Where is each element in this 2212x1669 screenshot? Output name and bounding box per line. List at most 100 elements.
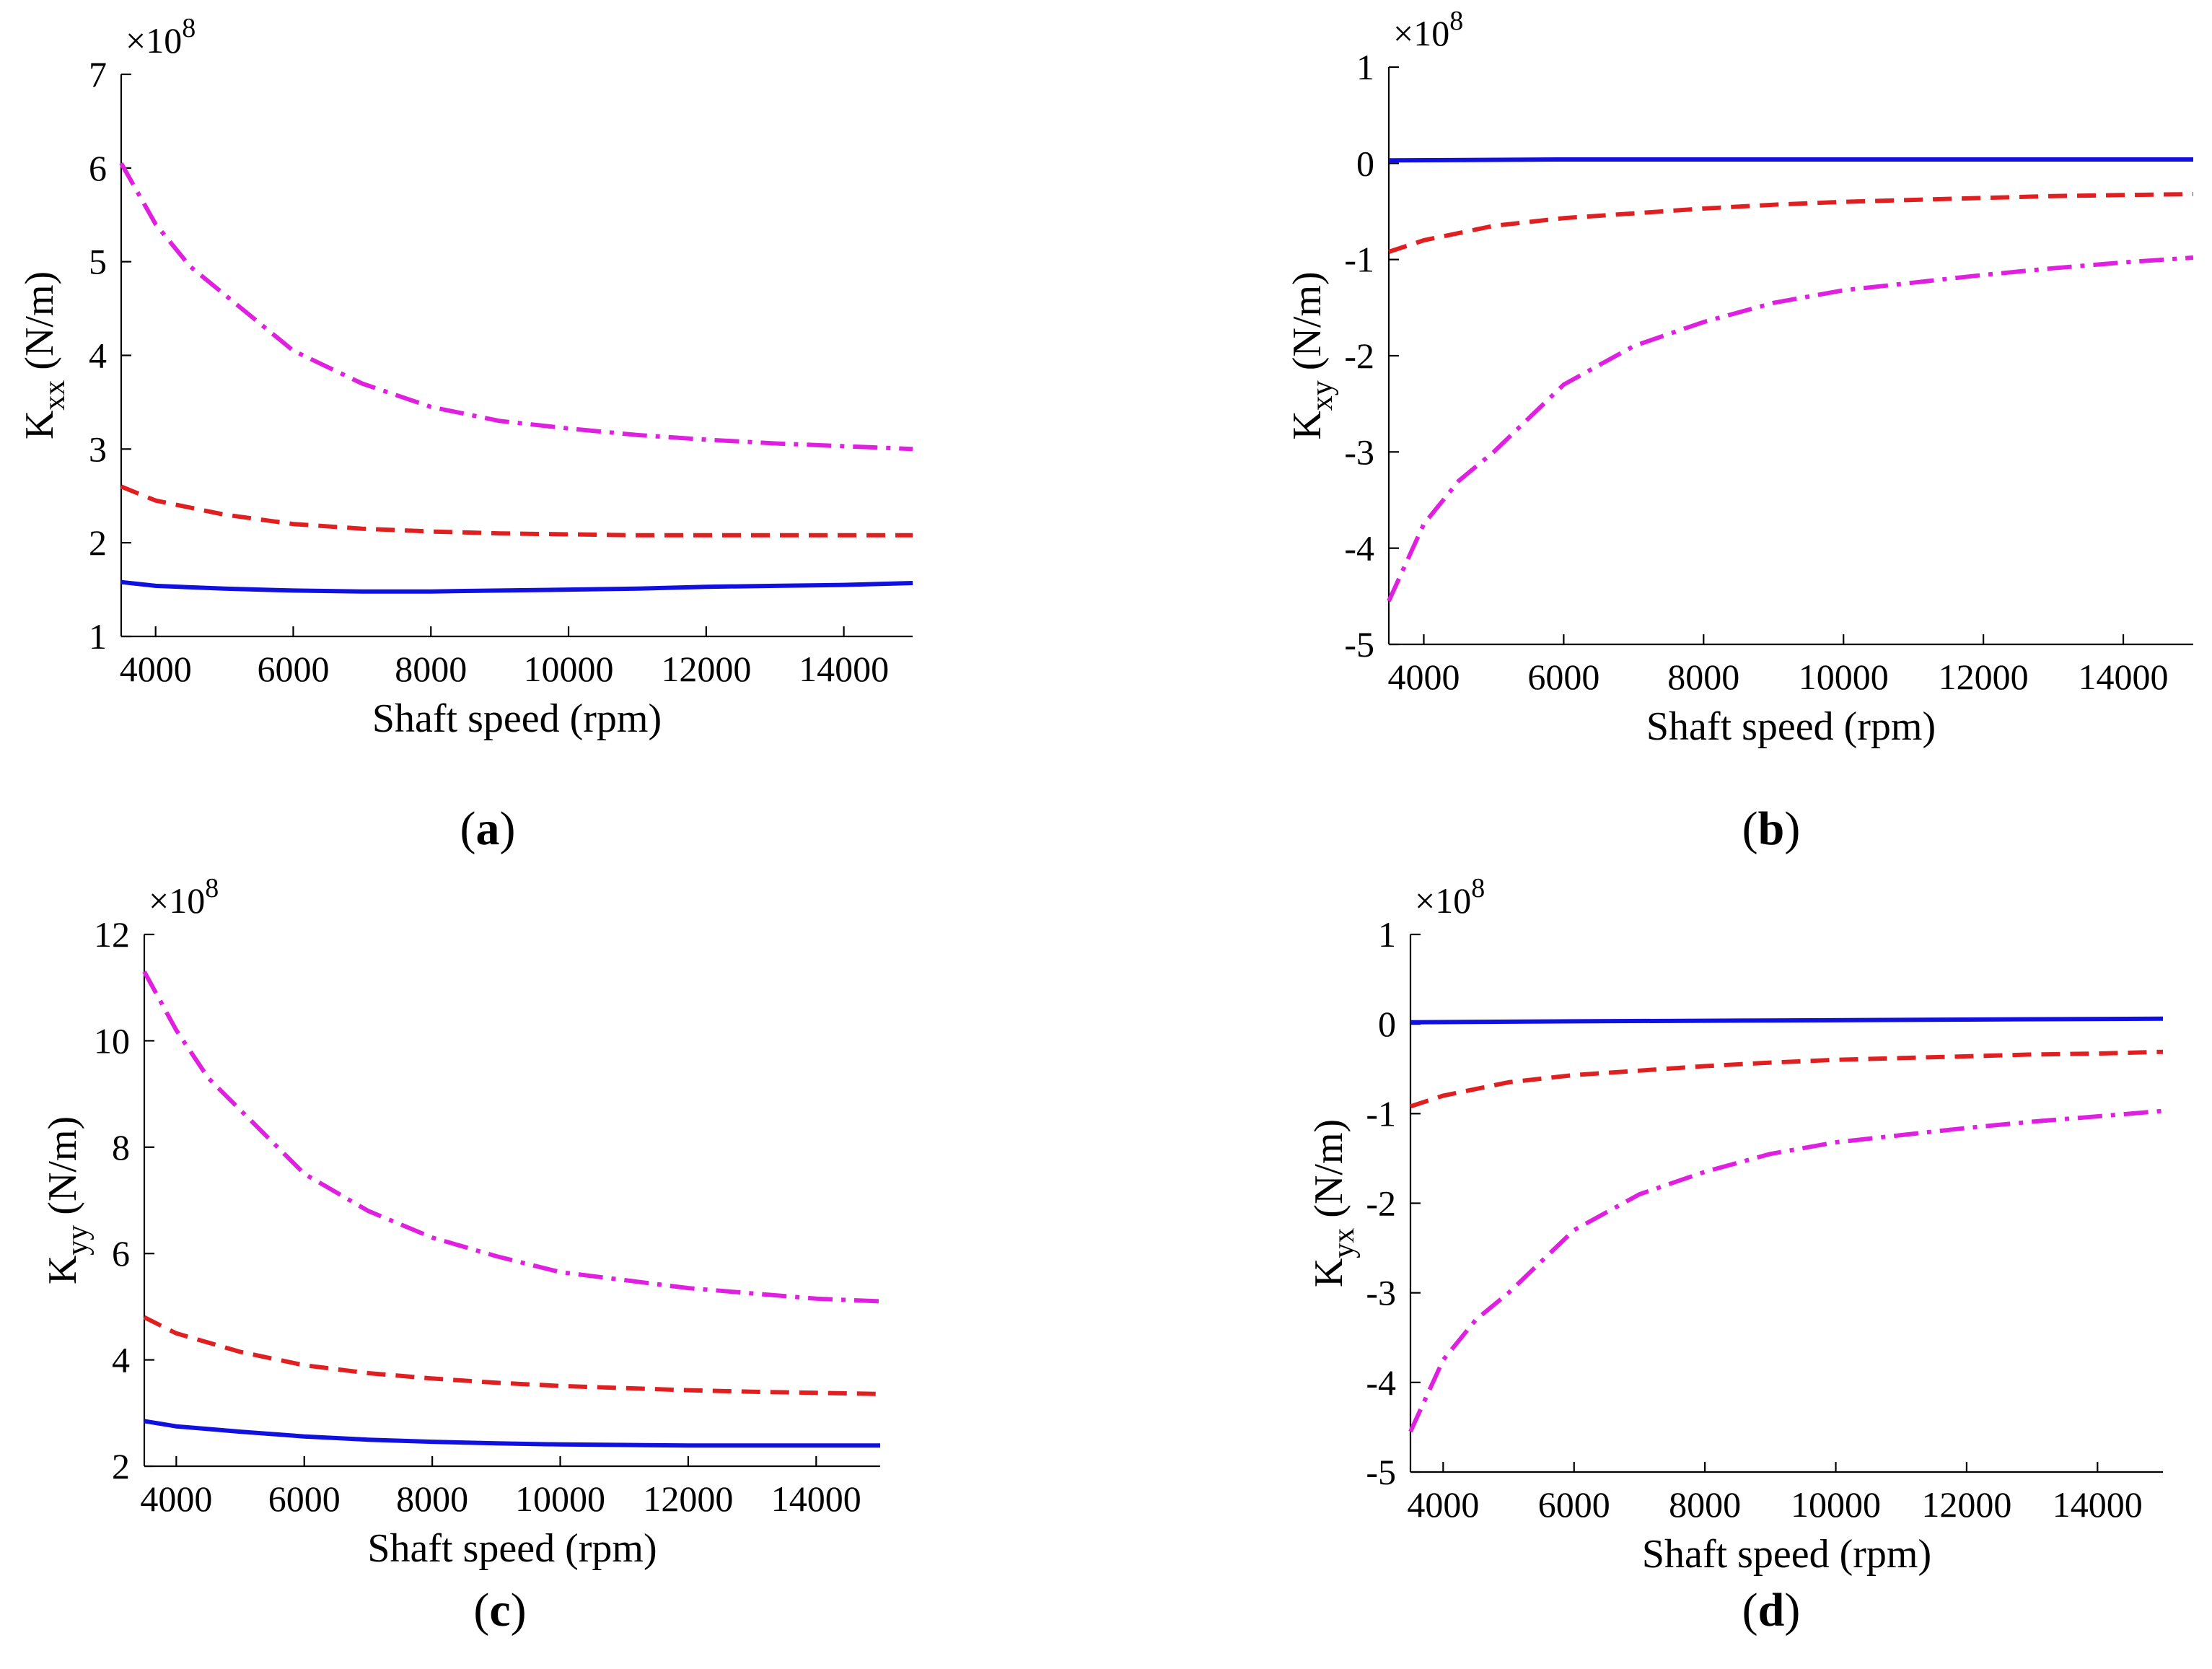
y-exponent-base: ×10 — [149, 880, 205, 921]
x-tick-label: 14000 — [771, 1479, 861, 1519]
y-tick-label: 1 — [89, 616, 107, 657]
series-line-dash-dot — [119, 162, 913, 452]
y-axis-title-sub: yx — [1327, 1228, 1361, 1258]
x-tick-label: 14000 — [2053, 1484, 2143, 1525]
y-tick-label: -4 — [1344, 528, 1374, 569]
panel-letter: d — [1758, 1584, 1785, 1637]
y-tick-label: 7 — [89, 54, 107, 95]
y-axis-title-main: K — [17, 411, 62, 439]
y-axis-title: Kxx (N/m) — [17, 271, 71, 439]
y-tick-label: 12 — [94, 914, 130, 955]
chart-panel-a: 4000 6000 8000 10000 12000 14000 1 2 3 4 5 6 7 ×108 Sh… — [17, 13, 913, 855]
x-tick-label: 8000 — [1667, 657, 1739, 697]
y-tick-label: -1 — [1344, 240, 1374, 280]
y-tick-label: -5 — [1344, 624, 1374, 665]
y-axis-title: Kyx (N/m) — [1307, 1119, 1361, 1287]
panel-label: (a) — [460, 802, 516, 855]
y-tick-label: 2 — [89, 522, 107, 563]
y-axis-title-main: K — [1307, 1258, 1351, 1287]
panel-letter: c — [489, 1584, 510, 1637]
panel-label: (c) — [473, 1584, 526, 1637]
y-tick-label: 1 — [1356, 47, 1374, 87]
y-axis-title-sub: yy — [61, 1225, 95, 1256]
x-axis-title: Shaft speed (rpm) — [367, 1526, 657, 1571]
x-tick-label: 4000 — [120, 649, 192, 689]
x-tick-label: 6000 — [1527, 657, 1599, 697]
series-line-dashed — [120, 484, 913, 538]
x-tick-label: 10000 — [524, 649, 614, 689]
x-tick-label: 4000 — [140, 1479, 212, 1519]
x-axis-title: Shaft speed (rpm) — [1646, 704, 1936, 749]
x-tick-label: 12000 — [643, 1479, 733, 1519]
y-tick-label: -4 — [1366, 1362, 1396, 1403]
y-tick-label: 1 — [1378, 914, 1396, 955]
series-line-dash-dot — [142, 971, 881, 1304]
x-tick-label: 10000 — [1791, 1484, 1881, 1525]
y-exponent-label: ×108 — [1393, 6, 1463, 53]
y-exponent-base: ×10 — [1393, 13, 1449, 53]
x-tick-label: 8000 — [395, 649, 467, 689]
series-line-dashed — [1388, 192, 2194, 254]
series-line-dash-dot — [1408, 1108, 2164, 1433]
y-tick-label: 6 — [112, 1233, 130, 1274]
chart-panel-b: 4000 6000 8000 10000 12000 14000 -5 -4 -3 -2 -1 0 1 ×… — [1285, 6, 2194, 855]
y-tick-label: -5 — [1366, 1452, 1396, 1492]
series-line-dash-dot — [1387, 255, 2194, 603]
series-line-solid — [1388, 157, 2193, 163]
x-tick-label: 12000 — [661, 649, 751, 689]
y-tick-label: 4 — [112, 1340, 130, 1380]
x-tick-label: 8000 — [1669, 1484, 1741, 1525]
y-exponent-label: ×108 — [149, 873, 219, 921]
x-tick-label: 10000 — [515, 1479, 605, 1519]
panel-label: (d) — [1742, 1584, 1801, 1637]
y-tick-label: -3 — [1344, 432, 1374, 472]
y-exponent-label: ×108 — [126, 13, 196, 61]
y-axis-title-main: K — [1285, 411, 1330, 439]
x-tick-label: 6000 — [257, 649, 329, 689]
series-line-solid — [1410, 1016, 2164, 1025]
x-tick-label: 14000 — [2079, 657, 2169, 697]
y-axis-title-unit: (N/m) — [1285, 271, 1330, 380]
series-line-solid — [144, 1419, 880, 1448]
panel-letter: a — [476, 802, 500, 855]
y-exponent-power: 8 — [1449, 6, 1463, 36]
y-tick-label: -2 — [1344, 336, 1374, 376]
y-tick-label: 0 — [1378, 1004, 1396, 1044]
y-tick-label: 4 — [89, 336, 107, 376]
y-tick-label: -3 — [1366, 1273, 1396, 1313]
y-exponent-label: ×108 — [1415, 873, 1485, 921]
y-exponent-power: 8 — [205, 873, 219, 903]
series-line-dashed — [143, 1315, 881, 1396]
y-tick-label: -1 — [1366, 1093, 1396, 1134]
y-exponent-base: ×10 — [126, 20, 182, 61]
y-tick-label: 2 — [112, 1446, 130, 1486]
x-axis-title: Shaft speed (rpm) — [1642, 1532, 1931, 1577]
y-axis-title-unit: (N/m) — [40, 1116, 85, 1225]
y-axis-title: Kyy (N/m) — [40, 1116, 95, 1284]
x-tick-label: 8000 — [396, 1479, 468, 1519]
y-axis-title: Kxy (N/m) — [1285, 271, 1339, 439]
y-exponent-power: 8 — [1471, 873, 1485, 903]
y-axis-title-sub: xy — [1306, 380, 1339, 411]
x-tick-label: 12000 — [1939, 657, 2029, 697]
panel-label: (b) — [1742, 802, 1801, 855]
x-tick-label: 6000 — [1538, 1484, 1610, 1525]
y-exponent-base: ×10 — [1415, 880, 1471, 921]
y-tick-label: 8 — [112, 1127, 130, 1168]
x-tick-label: 4000 — [1387, 657, 1460, 697]
x-tick-label: 14000 — [799, 649, 889, 689]
series-line-dashed — [1410, 1049, 2164, 1109]
x-tick-label: 10000 — [1799, 657, 1889, 697]
y-tick-label: 3 — [89, 429, 107, 469]
y-exponent-power: 8 — [182, 13, 196, 43]
chart-panel-d: 4000 6000 8000 10000 12000 14000 -5 -4 -3 -2 -1 0 1 ×… — [1307, 873, 2164, 1637]
y-tick-label: 5 — [89, 242, 107, 282]
y-tick-label: 10 — [94, 1020, 130, 1061]
chart-panel-c: 4000 6000 8000 10000 12000 1400024681012×108S… — [40, 873, 881, 1637]
y-axis-title-sub: xx — [38, 380, 71, 411]
y-tick-label: 6 — [89, 148, 107, 188]
panel-letter: b — [1758, 802, 1785, 855]
y-axis-title-unit: (N/m) — [17, 271, 62, 380]
series-line-solid — [120, 579, 913, 594]
x-tick-label: 12000 — [1921, 1484, 2011, 1525]
